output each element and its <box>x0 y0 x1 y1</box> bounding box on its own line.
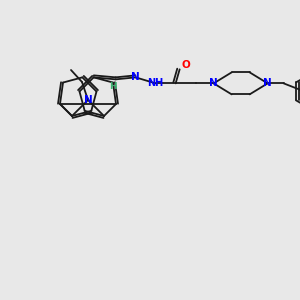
Text: H: H <box>109 82 116 91</box>
Text: NH: NH <box>148 78 164 88</box>
Text: N: N <box>131 72 140 82</box>
Text: N: N <box>84 95 92 105</box>
Text: N: N <box>209 78 218 88</box>
Text: N: N <box>263 78 272 88</box>
Text: O: O <box>181 60 190 70</box>
